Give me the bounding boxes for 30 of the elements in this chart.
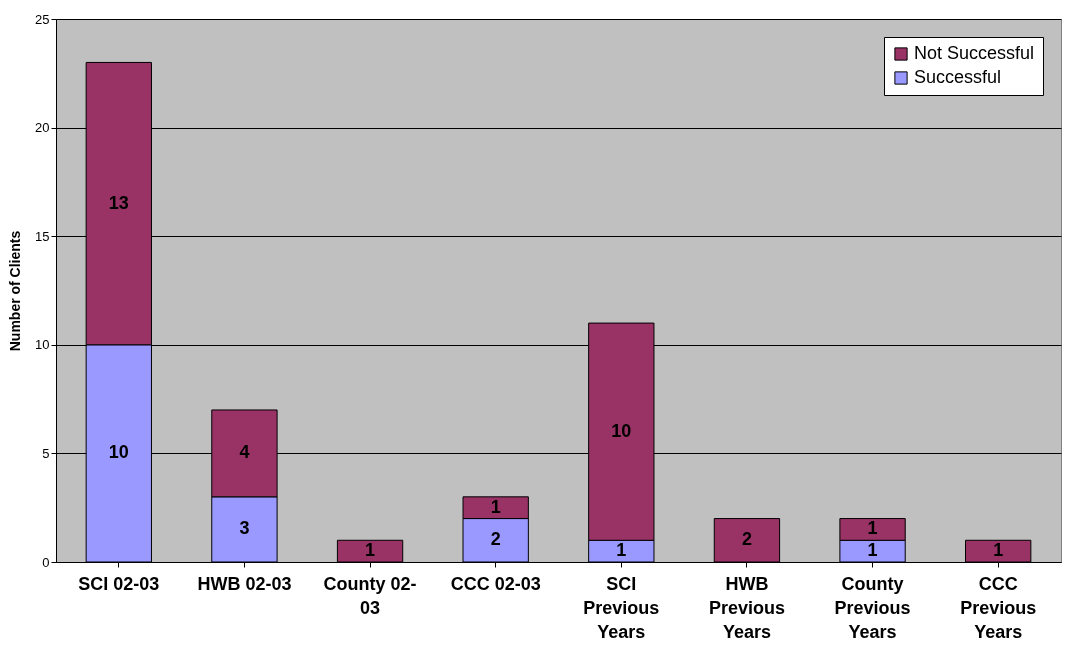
data-label: 1 bbox=[867, 540, 878, 561]
y-tick-label: 25 bbox=[35, 11, 50, 27]
y-tick-label: 10 bbox=[35, 337, 50, 353]
data-label: 2 bbox=[741, 529, 752, 550]
legend-label: Not Successful bbox=[914, 43, 1035, 63]
data-label: 1 bbox=[993, 540, 1004, 561]
data-label: 13 bbox=[108, 192, 129, 213]
data-label: 10 bbox=[611, 420, 632, 441]
legend-label: Successful bbox=[914, 67, 1002, 87]
x-tick-label: SCI 02-03 bbox=[78, 573, 160, 594]
data-label: 10 bbox=[108, 442, 129, 463]
x-tick-label: HWB Previous Years bbox=[708, 573, 785, 642]
data-label: 1 bbox=[365, 540, 376, 561]
y-tick-label: 5 bbox=[42, 445, 50, 461]
data-label: 3 bbox=[239, 518, 250, 539]
x-tick-label: County 02-03 bbox=[323, 573, 417, 618]
y-tick-label: 20 bbox=[35, 120, 50, 136]
x-tick-label: HWB 02-03 bbox=[197, 573, 292, 594]
x-tick-label: CCC Previous Years bbox=[960, 573, 1037, 642]
y-tick-label: 15 bbox=[35, 228, 50, 244]
data-label: 1 bbox=[867, 518, 878, 539]
x-tick-label: County Previous Years bbox=[834, 573, 911, 642]
x-tick-label: CCC 02-03 bbox=[450, 573, 541, 594]
data-label: 1 bbox=[616, 540, 627, 561]
y-tick-label: 0 bbox=[42, 554, 50, 570]
data-label: 2 bbox=[490, 529, 501, 550]
data-label: 1 bbox=[490, 496, 501, 517]
y-axis-title: Number of Clients bbox=[7, 230, 24, 352]
x-tick-label: SCI Previous Years bbox=[583, 573, 660, 642]
data-label: 4 bbox=[239, 442, 250, 463]
